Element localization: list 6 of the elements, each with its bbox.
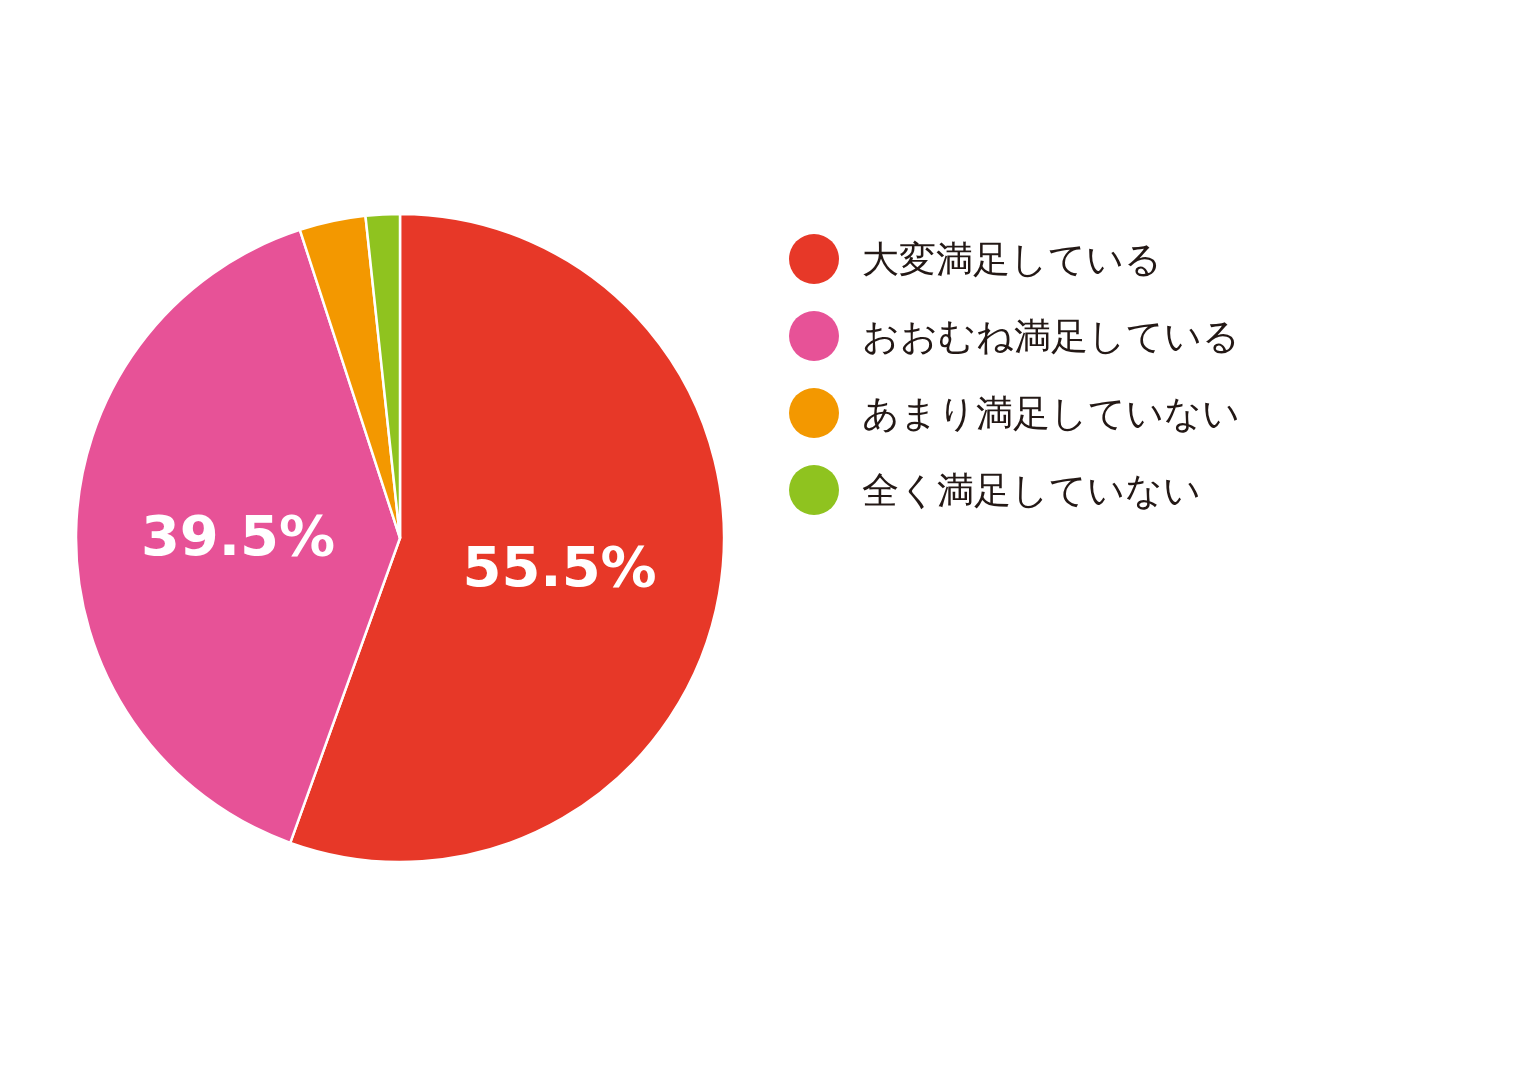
data-label: 39.5%: [140, 503, 336, 569]
legend-label: 全く満足していない: [862, 469, 1201, 512]
legend-label: おおむね満足している: [862, 315, 1240, 358]
legend-label: 大変満足している: [862, 238, 1162, 281]
data-label: 55.5%: [462, 533, 657, 599]
legend-label: あまり満足していない: [862, 392, 1240, 435]
